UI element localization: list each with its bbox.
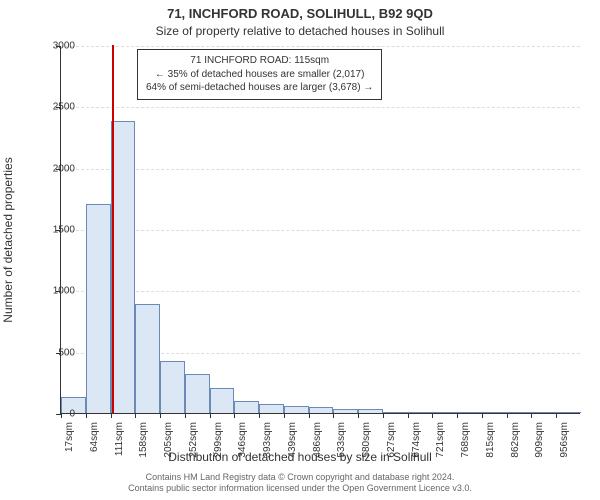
x-tick-mark xyxy=(358,413,359,418)
chart-container: 71, INCHFORD ROAD, SOLIHULL, B92 9QD Siz… xyxy=(0,0,600,500)
x-tick-label: 815sqm xyxy=(485,422,496,472)
footer-line-2: Contains public sector information licen… xyxy=(0,483,600,494)
x-tick-label: 627sqm xyxy=(386,422,397,472)
x-tick-label: 956sqm xyxy=(559,422,570,472)
main-title: 71, INCHFORD ROAD, SOLIHULL, B92 9QD xyxy=(0,6,600,21)
x-tick-label: 158sqm xyxy=(138,422,149,472)
histogram-bar xyxy=(333,409,358,413)
annotation-box: 71 INCHFORD ROAD: 115sqm← 35% of detache… xyxy=(137,49,382,100)
x-tick-label: 439sqm xyxy=(287,422,298,472)
y-tick-label: 0 xyxy=(25,409,75,420)
x-tick-label: 486sqm xyxy=(312,422,323,472)
x-tick-mark xyxy=(259,413,260,418)
histogram-bar xyxy=(507,412,532,413)
x-tick-mark xyxy=(185,413,186,418)
grid-line xyxy=(61,46,580,47)
x-tick-mark xyxy=(86,413,87,418)
histogram-bar xyxy=(234,401,259,413)
histogram-bar xyxy=(482,412,507,413)
footer: Contains HM Land Registry data © Crown c… xyxy=(0,472,600,495)
x-tick-label: 580sqm xyxy=(361,422,372,472)
x-tick-mark xyxy=(135,413,136,418)
x-tick-mark xyxy=(234,413,235,418)
histogram-bar xyxy=(259,404,284,413)
x-tick-mark xyxy=(408,413,409,418)
histogram-bar xyxy=(383,412,408,413)
x-tick-label: 252sqm xyxy=(188,422,199,472)
plot-area: 71 INCHFORD ROAD: 115sqm← 35% of detache… xyxy=(60,46,580,414)
histogram-bar xyxy=(457,412,482,413)
histogram-bar xyxy=(358,409,383,413)
x-tick-label: 909sqm xyxy=(534,422,545,472)
x-tick-mark xyxy=(309,413,310,418)
x-tick-label: 346sqm xyxy=(237,422,248,472)
x-tick-mark xyxy=(556,413,557,418)
x-tick-mark xyxy=(383,413,384,418)
grid-line xyxy=(61,230,580,231)
y-tick-label: 500 xyxy=(25,347,75,358)
x-tick-label: 768sqm xyxy=(460,422,471,472)
histogram-bar xyxy=(86,204,111,413)
x-tick-label: 393sqm xyxy=(262,422,273,472)
histogram-bar xyxy=(210,388,235,413)
x-tick-label: 17sqm xyxy=(64,422,75,472)
histogram-bar xyxy=(531,412,556,413)
grid-line xyxy=(61,169,580,170)
x-tick-mark xyxy=(284,413,285,418)
x-tick-label: 299sqm xyxy=(213,422,224,472)
y-axis-label: Number of detached properties xyxy=(1,157,15,322)
x-tick-mark xyxy=(111,413,112,418)
x-tick-mark xyxy=(507,413,508,418)
x-tick-label: 862sqm xyxy=(510,422,521,472)
x-tick-mark xyxy=(160,413,161,418)
y-tick-label: 2000 xyxy=(25,163,75,174)
x-tick-mark xyxy=(210,413,211,418)
histogram-bar xyxy=(135,304,160,413)
histogram-bar xyxy=(284,406,309,413)
x-tick-label: 64sqm xyxy=(89,422,100,472)
grid-line xyxy=(61,107,580,108)
sub-title: Size of property relative to detached ho… xyxy=(0,24,600,38)
annotation-line-2: ← 35% of detached houses are smaller (2,… xyxy=(146,68,373,82)
property-marker-line xyxy=(112,45,114,413)
x-tick-label: 533sqm xyxy=(336,422,347,472)
y-tick-label: 3000 xyxy=(25,41,75,52)
histogram-bar xyxy=(160,361,185,413)
x-tick-mark xyxy=(482,413,483,418)
histogram-bar xyxy=(309,407,334,413)
x-tick-label: 674sqm xyxy=(411,422,422,472)
y-tick-label: 1500 xyxy=(25,225,75,236)
x-tick-mark xyxy=(432,413,433,418)
y-tick-label: 1000 xyxy=(25,286,75,297)
x-tick-mark xyxy=(457,413,458,418)
x-tick-label: 111sqm xyxy=(114,422,125,472)
x-tick-label: 205sqm xyxy=(163,422,174,472)
histogram-bar xyxy=(432,412,457,413)
y-tick-label: 2500 xyxy=(25,102,75,113)
annotation-line-3: 64% of semi-detached houses are larger (… xyxy=(146,81,373,95)
histogram-bar xyxy=(408,412,433,413)
histogram-bar xyxy=(556,412,581,413)
annotation-line-1: 71 INCHFORD ROAD: 115sqm xyxy=(146,54,373,68)
grid-line xyxy=(61,291,580,292)
x-tick-mark xyxy=(531,413,532,418)
x-tick-mark xyxy=(333,413,334,418)
x-tick-label: 721sqm xyxy=(435,422,446,472)
histogram-bar xyxy=(185,374,210,413)
histogram-bar xyxy=(111,121,136,413)
footer-line-1: Contains HM Land Registry data © Crown c… xyxy=(0,472,600,483)
